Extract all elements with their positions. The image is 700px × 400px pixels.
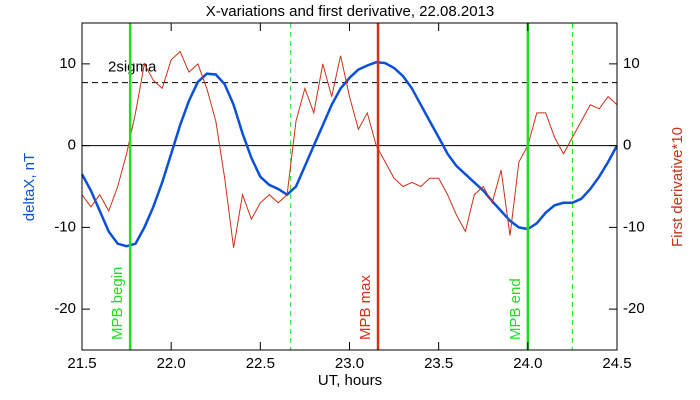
- threshold-label: 2sigma: [108, 59, 157, 76]
- x-tick-label: 23.5: [424, 355, 453, 372]
- y-tick-label: -20: [54, 300, 76, 317]
- line-series: [80, 60, 619, 248]
- y-tick-label: 10: [59, 55, 76, 72]
- x-tick-label: 22.0: [157, 355, 186, 372]
- x-tick-label: 24.0: [513, 355, 542, 372]
- y2-axis-label: First derivative*10: [669, 127, 686, 247]
- y-axis-label: deltaX, nT: [21, 153, 38, 221]
- plot-frame: [81, 22, 618, 351]
- line-series: [81, 50, 618, 248]
- marker-label: MPB max: [357, 274, 374, 340]
- y2-tick-label: 10: [623, 55, 640, 72]
- x-tick-label: 24.5: [602, 355, 631, 372]
- x-axis-label: UT, hours: [318, 372, 382, 389]
- y2-tick-label: -20: [623, 300, 645, 317]
- x-tick-label: 21.5: [67, 355, 96, 372]
- x-tick-label: 23.0: [335, 355, 364, 372]
- marker-label: MPB begin: [109, 267, 126, 340]
- y2-tick-label: -10: [623, 218, 645, 235]
- y2-tick-label: 0: [623, 137, 631, 154]
- y-tick-label: 0: [68, 137, 76, 154]
- marker-label: MPB end: [507, 278, 524, 340]
- y-tick-label: -10: [54, 218, 76, 235]
- x-tick-label: 22.5: [246, 355, 275, 372]
- chart-title: X-variations and first derivative, 22.08…: [206, 3, 495, 20]
